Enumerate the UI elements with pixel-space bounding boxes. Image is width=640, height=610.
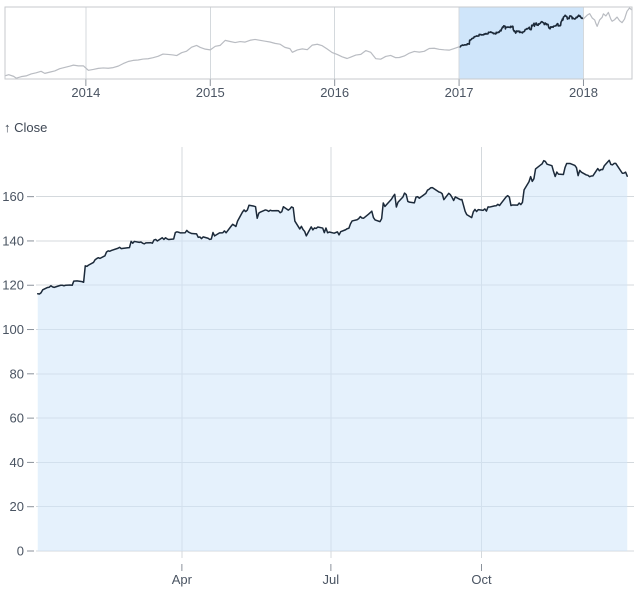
focus-chart: 0 20 40 60 80 100 120 140 160 Apr Jul Oct xyxy=(2,147,634,587)
y-axis-title: ↑ Close xyxy=(4,120,47,135)
context-chart[interactable]: 2014 2015 2016 2017 2018 xyxy=(4,6,633,100)
brush-selection[interactable] xyxy=(459,7,584,79)
context-tick-label: 2016 xyxy=(320,85,349,100)
context-tick-label: 2014 xyxy=(71,85,100,100)
context-line-selected xyxy=(459,14,584,48)
context-tick-label: 2015 xyxy=(196,85,225,100)
close-area xyxy=(37,160,628,551)
y-tick-label: 140 xyxy=(2,233,24,248)
context-frame xyxy=(4,6,633,80)
x-tick-label: Jul xyxy=(323,572,340,587)
x-tick-label: Apr xyxy=(172,572,193,587)
context-tick-label: 2018 xyxy=(569,85,598,100)
y-tick-label: 100 xyxy=(2,322,24,337)
y-tick-label: 160 xyxy=(2,189,24,204)
y-tick-label: 40 xyxy=(10,455,24,470)
x-tick-label: Oct xyxy=(471,572,492,587)
y-tick-label: 60 xyxy=(10,411,24,426)
y-tick-label: 120 xyxy=(2,278,24,293)
y-tick-label: 0 xyxy=(17,544,24,559)
y-tick-label: 80 xyxy=(10,366,24,381)
y-tick-label: 20 xyxy=(10,499,24,514)
context-tick-label: 2017 xyxy=(445,85,474,100)
close-line xyxy=(37,159,628,295)
